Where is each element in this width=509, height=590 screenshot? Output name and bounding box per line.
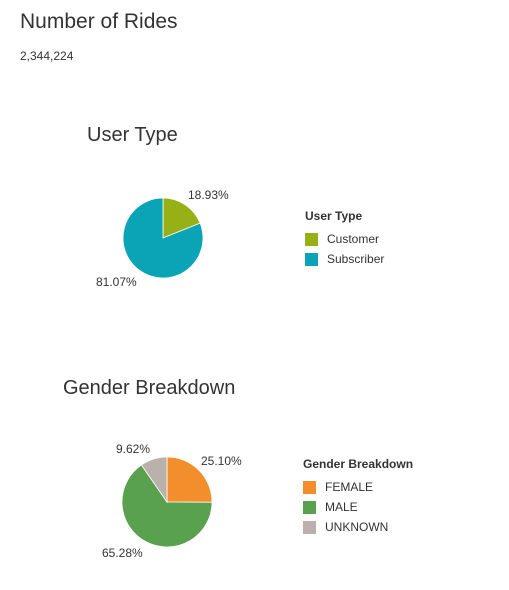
legend-label: FEMALE	[325, 480, 374, 494]
legend-item-male[interactable]: MALE	[303, 497, 413, 517]
slice-label-customer: 18.93%	[188, 188, 229, 202]
slice-label-unknown: 9.62%	[116, 442, 150, 456]
legend-label: MALE	[325, 500, 358, 514]
subscriber-swatch	[305, 252, 318, 266]
pie-slice-female[interactable]	[166, 456, 213, 503]
gender-breakdown-legend: Gender Breakdown FEMALE MALE UNKNOWN	[303, 457, 413, 537]
user-type-legend-title: User Type	[305, 209, 363, 223]
legend-item-subscriber[interactable]: Subscriber	[305, 249, 384, 269]
legend-item-female[interactable]: FEMALE	[303, 477, 413, 497]
slice-label-female: 25.10%	[201, 454, 242, 468]
legend-label: Customer	[327, 232, 380, 246]
unknown-swatch	[303, 520, 316, 534]
pie-slice-customer[interactable]	[162, 197, 201, 239]
user-type-chart-title: User Type	[87, 124, 178, 146]
pie-slice-male[interactable]	[121, 464, 213, 548]
legend-label: UNKNOWN	[325, 520, 389, 534]
customer-swatch	[305, 232, 318, 246]
user-type-pie: 18.93% 81.07%	[96, 188, 229, 289]
legend-label: Subscriber	[327, 252, 385, 266]
female-swatch	[303, 480, 316, 494]
gender-breakdown-chart-title: Gender Breakdown	[63, 377, 236, 399]
male-swatch	[303, 500, 316, 514]
legend-item-unknown[interactable]: UNKNOWN	[303, 517, 413, 537]
gender-legend-title: Gender Breakdown	[303, 457, 414, 471]
user-type-legend: User Type Customer Subscriber	[305, 209, 384, 269]
gender-breakdown-pie: 25.10% 65.28% 9.62%	[102, 442, 242, 560]
legend-item-customer[interactable]: Customer	[305, 229, 384, 249]
slice-label-male: 65.28%	[102, 546, 143, 560]
pie-slice-unknown[interactable]	[140, 456, 168, 504]
ride-count-value: 2,344,224	[20, 49, 74, 63]
pie-slice-subscriber[interactable]	[122, 197, 204, 279]
slice-label-subscriber: 81.07%	[96, 275, 137, 289]
page-title: Number of Rides	[20, 10, 178, 33]
